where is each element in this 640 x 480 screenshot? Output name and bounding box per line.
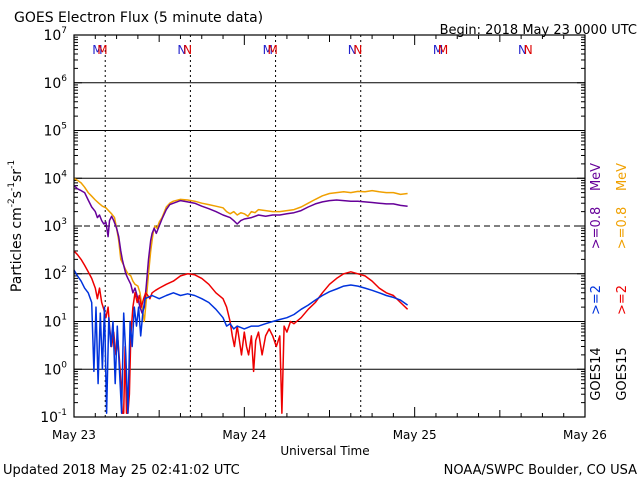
y-tick-exponent: 6 [61, 74, 67, 84]
y-label-s: s [9, 191, 25, 198]
event-marker: N [177, 43, 186, 57]
event-marker: M [92, 43, 102, 57]
event-marker: M [268, 43, 278, 57]
y-tick-exponent: 2 [61, 265, 67, 275]
y-tick-exponent: 4 [61, 169, 67, 179]
y-tick-base: 10 [43, 315, 61, 331]
x-tick-label: May 26 [563, 428, 607, 442]
y-axis-label: Particles cm-2s-1sr-1 [7, 160, 25, 292]
y-tick-label: 105 [43, 122, 67, 140]
y-tick-base: 10 [43, 362, 61, 378]
y-tick-exponent: 0 [61, 360, 67, 370]
y-tick-label: 103 [43, 217, 67, 235]
legend-unit-orange: MeV [615, 163, 630, 191]
y-tick-label: 106 [43, 74, 67, 92]
y-tick-exponent: 5 [61, 122, 67, 132]
dashed-day-verticals [104, 35, 362, 417]
y-tick-label: 102 [43, 265, 67, 283]
y-tick-exponent: -1 [58, 408, 67, 418]
y-tick-exponent: 1 [61, 313, 67, 323]
y-tick-label: 10-1 [40, 408, 67, 426]
event-markers: MM NN MM NN MM NN [92, 43, 532, 57]
event-marker: N [348, 43, 357, 57]
y-label-sup-1: -2 [7, 198, 17, 207]
y-label-sup-3: -1 [7, 160, 17, 169]
y-label-sr: sr [9, 169, 25, 182]
y-tick-label: 100 [43, 360, 67, 378]
event-marker: M [438, 43, 448, 57]
event-marker: N [518, 43, 527, 57]
series-line-2 [73, 185, 408, 314]
y-tick-base: 10 [43, 28, 61, 44]
legend-unit-purple: MeV [589, 163, 604, 191]
legend-blue-2: >=2 [589, 285, 604, 315]
event-marker: M [97, 43, 107, 57]
event-marker: M [433, 43, 443, 57]
y-tick-base: 10 [43, 124, 61, 140]
x-axis-label: Universal Time [280, 444, 369, 458]
begin-label: Begin: 2018 May 23 0000 UTC [440, 23, 637, 38]
y-tick-base: 10 [40, 410, 58, 426]
legend-purple-08: >=0.8 [589, 207, 604, 249]
x-tick-label: May 23 [52, 428, 96, 442]
chart-title: GOES Electron Flux (5 minute data) [14, 10, 263, 26]
y-tick-base: 10 [43, 76, 61, 92]
y-tick-base: 10 [43, 219, 61, 235]
legend-goes14: GOES14 [589, 347, 604, 400]
x-tick-label: May 24 [222, 428, 266, 442]
legend-goes15: GOES15 [615, 347, 630, 400]
y-label-main: Particles cm [9, 207, 25, 292]
y-tick-exponent: 3 [61, 217, 67, 227]
grid [74, 82, 585, 370]
y-tick-base: 10 [43, 171, 61, 187]
y-tick-exponent: 7 [61, 26, 67, 36]
event-marker: M [263, 43, 273, 57]
y-tick-label: 107 [43, 26, 67, 44]
y-tick-label: 101 [43, 313, 67, 331]
legend-red-2: >=2 [615, 285, 630, 315]
updated-timestamp: Updated 2018 May 25 02:41:02 UTC [3, 463, 240, 478]
event-marker: N [183, 43, 192, 57]
plot-frame [73, 34, 586, 418]
event-marker: N [524, 43, 533, 57]
x-tick-label: May 25 [393, 428, 437, 442]
x-tick-labels: May 23 May 24 May 25 May 26 [52, 428, 607, 442]
series-line-4 [73, 269, 409, 414]
series-line-3 [73, 250, 409, 414]
y-tick-base: 10 [43, 267, 61, 283]
legend-orange-08: >=0.8 [615, 207, 630, 249]
series-line-1 [73, 177, 408, 323]
event-marker: N [353, 43, 362, 57]
series-layer [73, 177, 409, 414]
y-tick-label: 104 [43, 169, 67, 187]
legend: MeV MeV >=0.8 >=0.8 >=2 >=2 GOES15 GOES1… [589, 163, 630, 401]
source-credit: NOAA/SWPC Boulder, CO USA [444, 463, 637, 478]
y-label-sup-2: -1 [7, 182, 17, 191]
